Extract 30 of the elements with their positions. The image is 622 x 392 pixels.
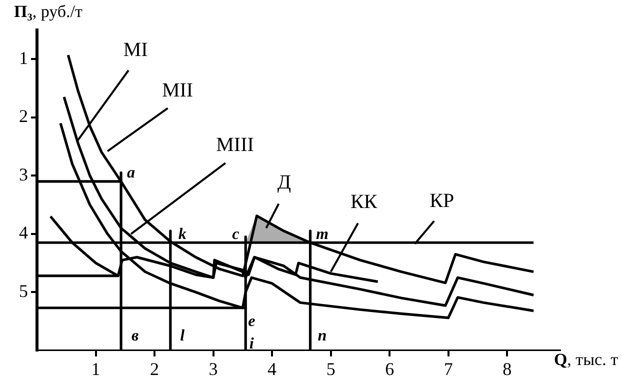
annotation: Д [277, 171, 292, 194]
x-tick-label: 5 [326, 358, 336, 379]
x-tick-label: 4 [268, 358, 277, 379]
x-tick-label: 3 [208, 358, 218, 379]
annotation: l [180, 328, 186, 345]
x-tick-label: 6 [385, 358, 394, 379]
y-tick-label: 2 [19, 106, 28, 126]
annotation: i [249, 336, 254, 353]
x-tick-label: 2 [150, 358, 160, 379]
annotation: MIII [216, 134, 254, 156]
annotation: MII [162, 79, 194, 102]
annotation: n [318, 328, 327, 345]
x-axis-title: Q, тыс. т [554, 350, 618, 370]
y-axis-title: П₃, руб./т [14, 2, 82, 22]
annotation: КР [430, 190, 454, 212]
y-tick-label: 3 [19, 164, 28, 184]
y-tick-label: 4 [19, 222, 28, 243]
x-tick-label: 7 [444, 358, 453, 379]
annotation: c [232, 226, 240, 243]
x-tick-label: 1 [91, 358, 100, 379]
y-tick-label: 5 [19, 280, 28, 301]
y-tick-label: 1 [19, 48, 28, 68]
annotation: КК [350, 191, 378, 214]
annotation: e [248, 313, 256, 330]
x-tick-label: 8 [502, 358, 512, 379]
annotation: m [316, 226, 328, 243]
annotation: в [131, 328, 139, 345]
annotation: k [178, 226, 186, 243]
annotation: a [127, 164, 136, 182]
annotation: MI [123, 38, 148, 61]
